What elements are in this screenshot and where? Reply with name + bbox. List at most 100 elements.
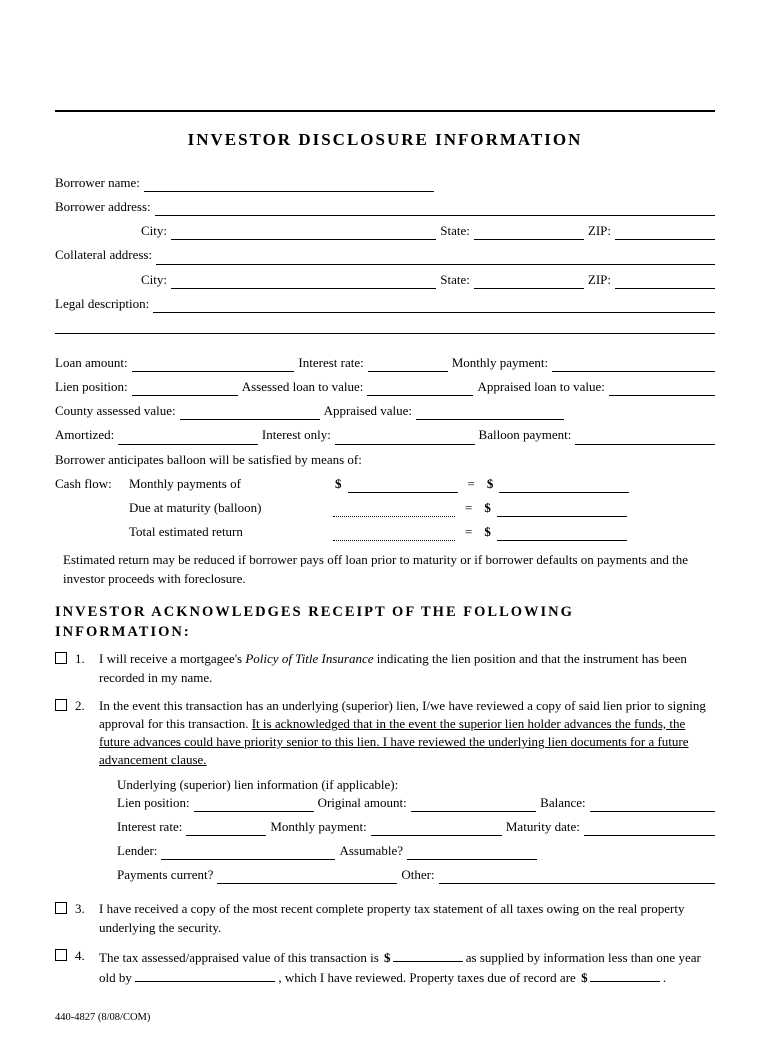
label-borrower-address: Borrower address: bbox=[55, 198, 151, 216]
label-collateral-state: State: bbox=[440, 271, 470, 289]
label-ul-other: Other: bbox=[401, 866, 434, 884]
label-cf-monthly: Monthly payments of bbox=[129, 475, 329, 493]
ack-body-3: I have received a copy of the most recen… bbox=[99, 900, 715, 936]
field-borrower-address[interactable] bbox=[155, 201, 715, 216]
field-ul-lender[interactable] bbox=[161, 845, 335, 860]
field-cf-total-blank[interactable] bbox=[333, 526, 455, 541]
field-amortized[interactable] bbox=[118, 430, 258, 445]
field-loan-amount[interactable] bbox=[132, 357, 295, 372]
label-ul-original-amount: Original amount: bbox=[318, 794, 407, 812]
row-ul-payments-current: Payments current? Other: bbox=[117, 866, 715, 884]
ack1-ital: Policy of Title Insurance bbox=[245, 651, 373, 666]
label-borrower-city: City: bbox=[55, 222, 167, 240]
ack-body-1: I will receive a mortgagee's Policy of T… bbox=[99, 650, 715, 686]
field-collateral-state[interactable] bbox=[474, 274, 584, 289]
field-assessed-ltv[interactable] bbox=[367, 381, 473, 396]
field-ul-original-amount[interactable] bbox=[411, 797, 536, 812]
field-ack4-taxes[interactable] bbox=[590, 967, 660, 982]
equals-2: = bbox=[459, 499, 478, 517]
ack-num-4: 4. bbox=[75, 947, 91, 965]
field-county-assessed[interactable] bbox=[180, 405, 320, 420]
top-horizontal-rule bbox=[55, 110, 715, 112]
ack-body-4: The tax assessed/appraised value of this… bbox=[99, 947, 715, 987]
ack-num-3: 3. bbox=[75, 900, 91, 918]
field-lien-position[interactable] bbox=[132, 381, 238, 396]
ack-item-3: 3. I have received a copy of the most re… bbox=[55, 900, 715, 936]
row-loan-amount: Loan amount: Interest rate: Monthly paym… bbox=[55, 354, 715, 372]
field-ul-monthly-payment[interactable] bbox=[371, 821, 502, 836]
checkbox-4[interactable] bbox=[55, 949, 67, 961]
label-lien-position: Lien position: bbox=[55, 378, 128, 396]
row-borrower-city: City: State: ZIP: bbox=[55, 222, 715, 240]
label-ul-lien-position: Lien position: bbox=[117, 794, 190, 812]
field-cf-maturity-result[interactable] bbox=[497, 502, 627, 517]
field-cf-total-result[interactable] bbox=[497, 526, 627, 541]
field-ul-interest-rate[interactable] bbox=[186, 821, 266, 836]
field-ul-lien-position[interactable] bbox=[194, 797, 314, 812]
field-ack4-by[interactable] bbox=[135, 967, 275, 982]
label-ul-interest-rate: Interest rate: bbox=[117, 818, 182, 836]
label-county-assessed: County assessed value: bbox=[55, 402, 176, 420]
equals-3: = bbox=[459, 523, 478, 541]
field-ack4-value[interactable] bbox=[393, 947, 463, 962]
acknowledgment-list: 1. I will receive a mortgagee's Policy o… bbox=[55, 650, 715, 987]
row-lien-position: Lien position: Assessed loan to value: A… bbox=[55, 378, 715, 396]
row-legal-description-2 bbox=[55, 319, 715, 334]
row-balloon-means: Borrower anticipates balloon will be sat… bbox=[55, 451, 715, 469]
field-collateral-address[interactable] bbox=[156, 250, 715, 265]
field-collateral-zip[interactable] bbox=[615, 274, 715, 289]
field-appraised-value[interactable] bbox=[416, 405, 563, 420]
ack-item-4: 4. The tax assessed/appraised value of t… bbox=[55, 947, 715, 987]
field-borrower-state[interactable] bbox=[474, 225, 584, 240]
field-borrower-name[interactable] bbox=[144, 177, 434, 192]
label-ul-payments-current: Payments current? bbox=[117, 866, 213, 884]
ack-num-2: 2. bbox=[75, 697, 91, 715]
field-collateral-city[interactable] bbox=[171, 274, 436, 289]
label-balloon-means: Borrower anticipates balloon will be sat… bbox=[55, 451, 362, 469]
field-interest-rate[interactable] bbox=[368, 357, 448, 372]
field-monthly-payment[interactable] bbox=[552, 357, 715, 372]
label-assessed-ltv: Assessed loan to value: bbox=[242, 378, 364, 396]
label-interest-rate: Interest rate: bbox=[298, 354, 363, 372]
field-cf-monthly-result[interactable] bbox=[499, 478, 629, 493]
row-ul-interest-rate: Interest rate: Monthly payment: Maturity… bbox=[117, 818, 715, 836]
field-borrower-city[interactable] bbox=[171, 225, 436, 240]
field-cf-monthly-amount[interactable] bbox=[348, 478, 458, 493]
field-ul-other[interactable] bbox=[439, 869, 715, 884]
row-ul-lender: Lender: Assumable? bbox=[117, 842, 715, 860]
label-amortized: Amortized: bbox=[55, 426, 114, 444]
label-collateral-zip: ZIP: bbox=[588, 271, 611, 289]
field-ul-payments-current[interactable] bbox=[217, 869, 397, 884]
ack-title: INVESTOR ACKNOWLEDGES RECEIPT OF THE FOL… bbox=[55, 602, 715, 643]
field-legal-description-2[interactable] bbox=[55, 319, 715, 334]
field-borrower-zip[interactable] bbox=[615, 225, 715, 240]
ack4-post1: , which I have reviewed. Property taxes … bbox=[278, 970, 579, 985]
equals-1: = bbox=[462, 475, 481, 493]
field-ul-maturity-date[interactable] bbox=[584, 821, 715, 836]
dollar-1: $ bbox=[333, 475, 344, 493]
checkbox-2[interactable] bbox=[55, 699, 67, 711]
row-cashflow-total: Total estimated return = $ bbox=[55, 523, 715, 541]
label-ul-monthly-payment: Monthly payment: bbox=[270, 818, 366, 836]
row-cashflow-monthly: Cash flow: Monthly payments of $ = $ bbox=[55, 475, 715, 493]
checkbox-3[interactable] bbox=[55, 902, 67, 914]
field-cf-maturity-blank[interactable] bbox=[333, 502, 455, 517]
field-legal-description[interactable] bbox=[153, 298, 715, 313]
label-appraised-ltv: Appraised loan to value: bbox=[477, 378, 604, 396]
field-ul-balance[interactable] bbox=[590, 797, 715, 812]
dollar-2: $ bbox=[485, 475, 496, 493]
row-ul-lien-position: Lien position: Original amount: Balance: bbox=[117, 794, 715, 812]
ack-item-1: 1. I will receive a mortgagee's Policy o… bbox=[55, 650, 715, 686]
row-cashflow-maturity: Due at maturity (balloon) = $ bbox=[55, 499, 715, 517]
label-borrower-zip: ZIP: bbox=[588, 222, 611, 240]
field-balloon-payment[interactable] bbox=[575, 430, 715, 445]
checkbox-1[interactable] bbox=[55, 652, 67, 664]
field-ul-assumable[interactable] bbox=[407, 845, 537, 860]
row-collateral-address: Collateral address: bbox=[55, 246, 715, 264]
label-loan-amount: Loan amount: bbox=[55, 354, 128, 372]
row-collateral-city: City: State: ZIP: bbox=[55, 271, 715, 289]
field-appraised-ltv[interactable] bbox=[609, 381, 715, 396]
label-ul-lender: Lender: bbox=[117, 842, 157, 860]
ack4-dollar-2: $ bbox=[579, 970, 590, 985]
field-interest-only[interactable] bbox=[335, 430, 475, 445]
